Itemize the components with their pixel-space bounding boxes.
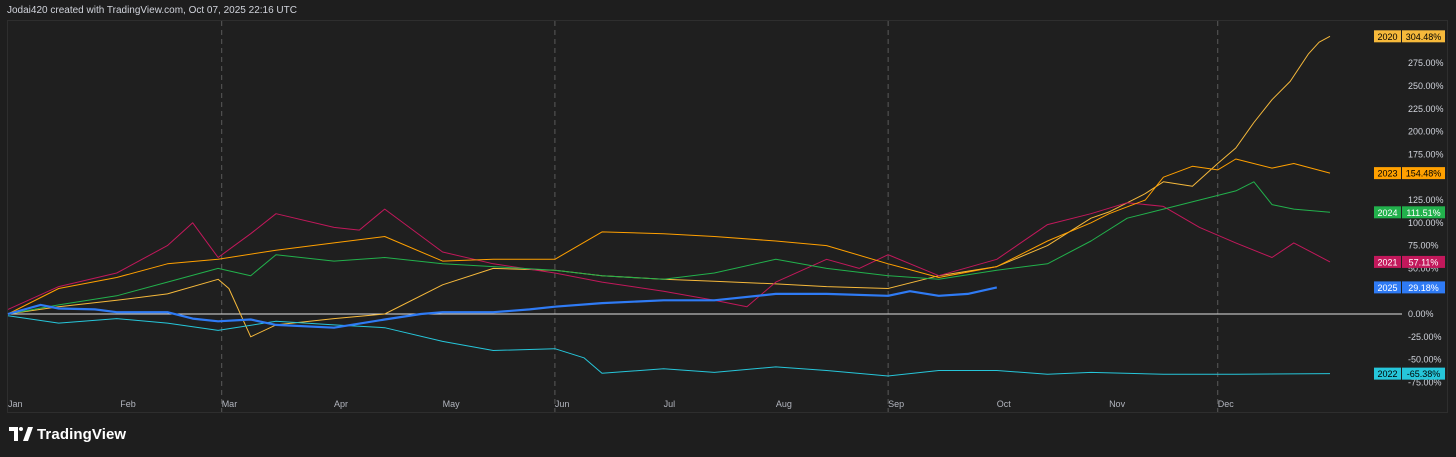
y-tick-label: 175.00% — [1408, 149, 1444, 159]
badge-value-2025: 29.18% — [1408, 283, 1439, 293]
x-tick-jul: Jul — [664, 399, 676, 409]
tradingview-brand: TradingView — [37, 425, 127, 443]
series-line-2022 — [7, 315, 1331, 377]
y-tick-label: 125.00% — [1408, 195, 1444, 205]
tradingview-logo-icon — [9, 427, 33, 441]
series-lines — [7, 35, 1331, 377]
x-tick-feb: Feb — [120, 399, 136, 409]
badge-2021: 2021 57.11% — [1374, 255, 1445, 268]
series-line-2023 — [7, 158, 1331, 315]
y-tick-label: -50.00% — [1408, 355, 1442, 365]
badge-2020: 2020 304.48% — [1374, 30, 1445, 43]
badge-value-2023: 154.48% — [1406, 169, 1442, 179]
y-tick-label: -25.00% — [1408, 332, 1442, 342]
x-tick-may: May — [443, 399, 461, 409]
x-tick-apr: Apr — [334, 399, 348, 409]
y-tick-label: 275.00% — [1408, 58, 1444, 68]
credit-text: Jodai420 created with TradingView.com, O… — [7, 5, 297, 16]
badge-2022: 2022 -65.38% — [1374, 367, 1445, 380]
y-tick-label: 250.00% — [1408, 81, 1444, 91]
badge-value-2020: 304.48% — [1406, 32, 1442, 42]
y-axis-labels: 275.00% 250.00% 225.00% 200.00% 175.00% 125.0… — [1408, 58, 1444, 387]
grid-lines — [8, 21, 1402, 412]
x-tick-oct: Oct — [997, 399, 1012, 409]
y-tick-label: 50.00% — [1408, 263, 1439, 273]
x-tick-aug: Aug — [776, 399, 792, 409]
top-bar: Jodai420 created with TradingView.com, O… — [0, 0, 1456, 20]
series-line-2021 — [7, 202, 1331, 310]
y-tick-label: 0.00% — [1408, 309, 1434, 319]
footer — [0, 413, 1456, 457]
tradingview-logo[interactable]: TradingView — [9, 424, 126, 444]
badge-year-2024: 2024 — [1377, 208, 1397, 218]
badge-year-2023: 2023 — [1377, 169, 1397, 179]
badge-2024: 2024 111.51% — [1374, 206, 1445, 219]
badge-2023: 2023 154.48% — [1374, 167, 1445, 180]
y-tick-label: -75.00% — [1408, 377, 1442, 387]
badge-year-2021: 2021 — [1377, 257, 1397, 267]
series-value-badges: 2020 304.48% 2021 57.11% 2022 -65.38% 2023 154.… — [1374, 30, 1445, 380]
badge-2025: 2025 29.18% — [1374, 281, 1445, 294]
chart-area[interactable] — [7, 20, 1448, 413]
x-tick-dec: Dec — [1218, 399, 1235, 409]
y-tick-label: 75.00% — [1408, 241, 1439, 251]
y-tick-label: 200.00% — [1408, 127, 1444, 137]
x-tick-mar: Mar — [222, 399, 238, 409]
x-tick-nov: Nov — [1109, 399, 1126, 409]
x-axis-labels: Jan Feb Mar Apr May Jun Jul Aug Sep Oct Nov Dec — [8, 399, 1234, 409]
badge-value-2021: 57.11% — [1409, 257, 1439, 267]
year-comparison-chart[interactable]: Jan Feb Mar Apr May Jun Jul Aug Sep Oct Nov Dec 275… — [0, 0, 1456, 413]
x-tick-sep: Sep — [888, 399, 904, 409]
badge-year-2022: 2022 — [1377, 369, 1397, 379]
x-tick-jan: Jan — [8, 399, 23, 409]
series-line-2024 — [7, 181, 1331, 315]
badge-year-2025: 2025 — [1377, 283, 1397, 293]
badge-year-2020: 2020 — [1377, 32, 1397, 42]
y-tick-label: 100.00% — [1408, 218, 1444, 228]
x-tick-jun: Jun — [555, 399, 570, 409]
y-tick-label: 225.00% — [1408, 104, 1444, 114]
badge-value-2022: -65.38% — [1407, 369, 1441, 379]
badge-value-2024: 111.51% — [1406, 208, 1440, 218]
series-line-2025 — [7, 286, 998, 329]
